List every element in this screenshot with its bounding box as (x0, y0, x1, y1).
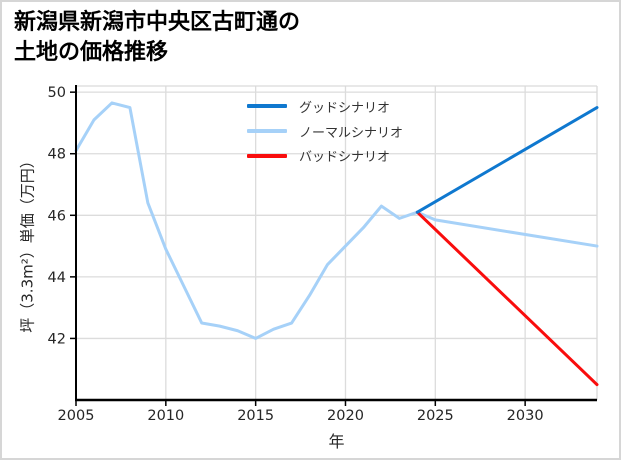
legend-label-normal-scenario: ノーマルシナリオ (299, 125, 404, 141)
legend-label-bad-scenario: バッドシナリオ (299, 150, 391, 166)
legend: グッドシナリオ ノーマルシナリオ バッドシナリオ (247, 94, 403, 168)
chart-title-line2: 土地の価格推移 (14, 40, 169, 65)
series-line-good-scenario (415, 106, 599, 214)
x-tick-label: 2010 (147, 408, 184, 424)
chart-title: 新潟県新潟市中央区古町通の 土地の価格推移 (14, 8, 300, 68)
x-axis-label: 年 (328, 432, 345, 451)
chart-title-line1: 新潟県新潟市中央区古町通の (14, 10, 301, 35)
legend-row-good-scenario: グッドシナリオ (247, 94, 403, 119)
x-tick-label: 2025 (417, 408, 454, 424)
y-tick-label: 44 (48, 270, 66, 286)
x-tick-label: 2020 (327, 408, 364, 424)
x-tick-label: 2005 (58, 408, 95, 424)
y-axis-label: 坪（3.3m²）単価（万円） (18, 153, 37, 333)
legend-row-bad-scenario: バッドシナリオ (247, 143, 403, 168)
y-tick-label: 46 (48, 208, 66, 224)
legend-swatch-good-scenario (247, 104, 287, 109)
x-tick-label: 2015 (237, 408, 274, 424)
series-line-normal-scenario (74, 101, 599, 340)
x-tick-label: 2030 (507, 408, 544, 424)
y-tick-label: 48 (48, 147, 66, 163)
y-tick-label: 42 (48, 331, 66, 347)
legend-row-normal-scenario: ノーマルシナリオ (247, 119, 403, 144)
legend-swatch-bad-scenario (247, 153, 287, 158)
legend-label-good-scenario: グッドシナリオ (299, 100, 391, 116)
series-line-bad-scenario (415, 210, 599, 387)
legend-swatch-normal-scenario (247, 129, 287, 134)
y-tick-label: 50 (48, 85, 66, 101)
